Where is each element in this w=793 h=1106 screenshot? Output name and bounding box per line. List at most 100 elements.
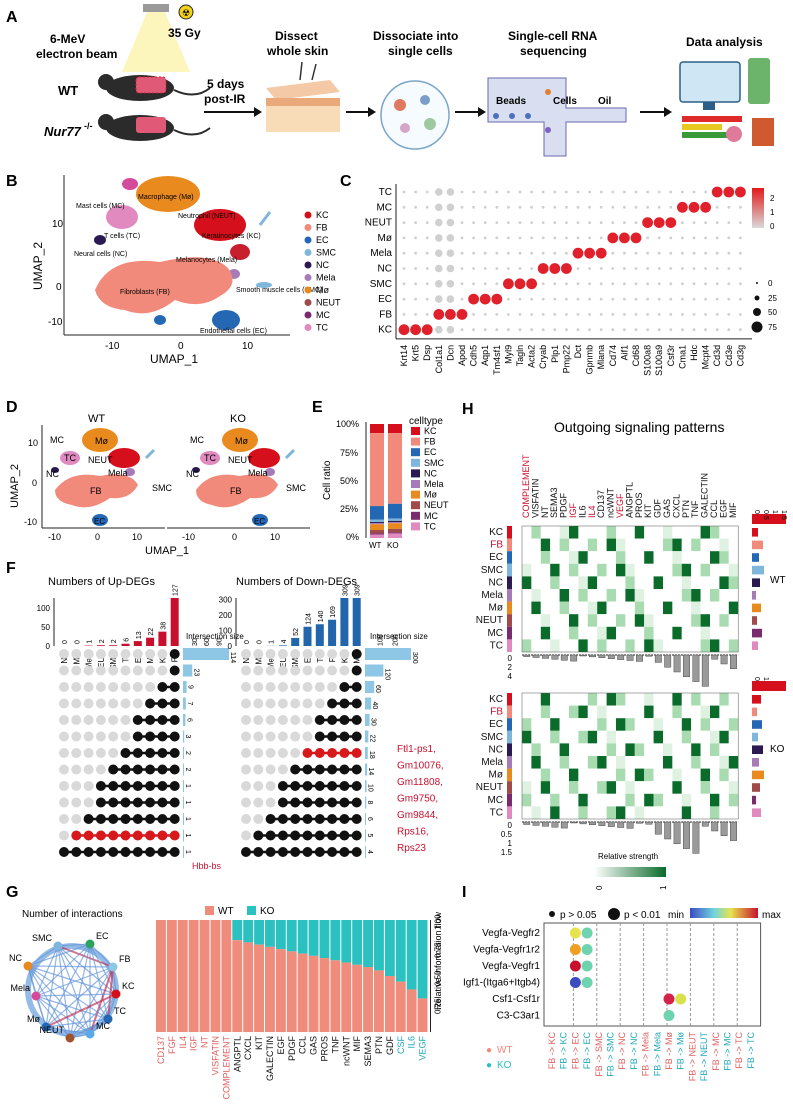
h-bottom-tick: 0 xyxy=(508,654,513,663)
c-dot xyxy=(692,282,696,286)
h-cell-ko xyxy=(644,781,654,794)
f-matrix-dot xyxy=(132,649,143,659)
f-set-count: 169 xyxy=(330,606,337,618)
h-bottom-bar xyxy=(673,821,681,844)
g-net-label: EC xyxy=(96,931,109,941)
f-intersection-value: 14 xyxy=(367,768,374,776)
c-dot xyxy=(402,221,406,225)
e-legend-swatch xyxy=(411,437,420,446)
c-dot xyxy=(446,295,455,303)
c-dot xyxy=(634,251,638,255)
g-legend-ko: KO xyxy=(260,906,275,917)
h-cell-wt xyxy=(710,576,720,589)
c-dot xyxy=(507,251,510,255)
c-size-75-dot xyxy=(751,321,763,333)
c-dot xyxy=(681,267,684,270)
d-title-wt: WT xyxy=(88,413,105,425)
h-cell-ko xyxy=(719,756,729,769)
h-pathway-label: IGF xyxy=(568,502,578,518)
f-set-bar xyxy=(340,598,349,646)
h-cell-wt xyxy=(681,601,692,615)
c-dot xyxy=(623,190,626,194)
panel-f: F Numbers of Up-DEGs Numbers of Down-DEG… xyxy=(6,560,444,871)
h-row-bar xyxy=(752,770,764,780)
c-dot xyxy=(553,236,557,240)
f-set-count: 1 xyxy=(87,640,94,644)
h-cell-wt xyxy=(653,538,663,552)
c-dot xyxy=(727,313,731,316)
g-net-node xyxy=(85,939,95,949)
panel-letter-i: I xyxy=(462,884,466,901)
h-row-color xyxy=(507,768,512,782)
h-row-bar xyxy=(752,745,763,754)
f-matrix-dot xyxy=(95,731,106,742)
i-dot xyxy=(581,927,593,939)
h-cell-ko xyxy=(663,793,673,807)
g-net-edge xyxy=(27,965,117,995)
c-dot xyxy=(398,324,410,336)
e-bar-segment xyxy=(388,520,402,523)
h-cell-ko xyxy=(559,768,569,782)
f-matrix-dot xyxy=(95,715,106,725)
h-row-color xyxy=(507,730,512,744)
f-intersection-value: 30 xyxy=(370,718,377,726)
h-bottom-bar xyxy=(692,654,700,682)
c-gene-label: S100a8 xyxy=(643,345,653,376)
f-matrix-dot xyxy=(59,649,69,659)
f-matrix-dot xyxy=(145,682,156,692)
c-dot xyxy=(518,251,522,255)
h-cell-ko xyxy=(719,743,729,756)
c-dot xyxy=(704,297,707,301)
h-cell-wt xyxy=(728,563,739,577)
g-pathway-label: CSF xyxy=(396,1035,406,1054)
h-bottom-tick: 1.5 xyxy=(501,848,513,857)
e-ytick-0: 0% xyxy=(346,532,359,542)
c-dot xyxy=(727,205,731,209)
h-cell-ko xyxy=(559,705,569,719)
d-ytick-2: 0 xyxy=(32,478,37,488)
c-dot xyxy=(657,205,661,209)
h-cell-wt xyxy=(522,589,532,602)
c-dot xyxy=(435,234,443,242)
h-cell-ko xyxy=(531,705,541,719)
c-dot xyxy=(518,236,522,240)
f-intersection-value: 10 xyxy=(367,784,374,792)
h-bottom-tick: 0 xyxy=(508,821,513,830)
b-legend-label: EC xyxy=(316,235,329,245)
b-lbl-nc: Neural cells (NC) xyxy=(74,251,127,258)
b-ytick-3: -10 xyxy=(48,317,63,328)
h-pathway-label: GDF xyxy=(653,499,663,519)
i-dot xyxy=(569,927,581,939)
c-dot xyxy=(739,251,742,255)
h-cell-wt xyxy=(691,614,701,627)
h-cell-wt xyxy=(710,538,720,552)
h-cell-wt xyxy=(663,614,673,627)
c-dot xyxy=(460,297,464,301)
g-legend-wt: WT xyxy=(218,906,234,917)
h-bottom-bar xyxy=(532,821,540,826)
b-ytick-2: 0 xyxy=(56,282,62,293)
c-dot xyxy=(507,221,510,225)
c-dot xyxy=(599,313,603,316)
c-dot xyxy=(681,236,684,240)
h-cell-wt xyxy=(540,589,551,602)
g-bar-ko xyxy=(352,920,363,965)
h-cell-wt xyxy=(550,563,560,577)
h-cell-ko xyxy=(663,781,673,794)
ko-sup: -/- xyxy=(84,121,93,131)
h-cell-ko xyxy=(625,768,635,782)
c-dot xyxy=(646,328,649,332)
f-matrix-dot xyxy=(59,781,69,791)
f-down-gene: Gm9750, xyxy=(397,794,438,805)
i-col-label: FB -> Mø xyxy=(676,1031,686,1069)
h-row-color xyxy=(507,781,512,794)
f-down-gene: Gm10076, xyxy=(397,761,444,772)
f-matrix-dot xyxy=(169,649,180,659)
f-down-upset: 30020010000NC0MC1Mela4NEUT52SMC124EC140T… xyxy=(219,584,418,858)
h-cell-ko xyxy=(540,781,551,794)
c-dot xyxy=(526,278,537,290)
g-bar-wt xyxy=(232,940,243,1032)
h-cell-wt xyxy=(625,626,635,640)
c-dot xyxy=(565,221,568,225)
cluster-tcell xyxy=(106,205,138,229)
